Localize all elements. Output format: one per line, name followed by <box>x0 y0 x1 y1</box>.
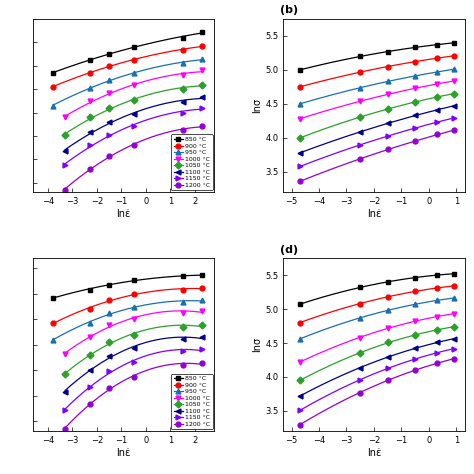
Legend: 850 °C, 900 °C, 950 °C, 1000 °C, 1050 °C, 1100 °C, 1150 °C, 1200 °C: 850 °C, 900 °C, 950 °C, 1000 °C, 1050 °C… <box>171 374 212 429</box>
Text: (b): (b) <box>280 6 298 16</box>
X-axis label: lnε̇: lnε̇ <box>117 209 131 219</box>
X-axis label: lnε̇: lnε̇ <box>367 448 381 458</box>
Y-axis label: lnσ: lnσ <box>252 98 263 113</box>
Legend: 850 °C, 900 °C, 950 °C, 1000 °C, 1050 °C, 1100 °C, 1150 °C, 1200 °C: 850 °C, 900 °C, 950 °C, 1000 °C, 1050 °C… <box>171 135 212 191</box>
X-axis label: lnε̇: lnε̇ <box>367 209 381 219</box>
Text: (d): (d) <box>280 245 298 255</box>
Y-axis label: lnσ: lnσ <box>252 337 263 352</box>
X-axis label: lnε̇: lnε̇ <box>117 448 131 458</box>
